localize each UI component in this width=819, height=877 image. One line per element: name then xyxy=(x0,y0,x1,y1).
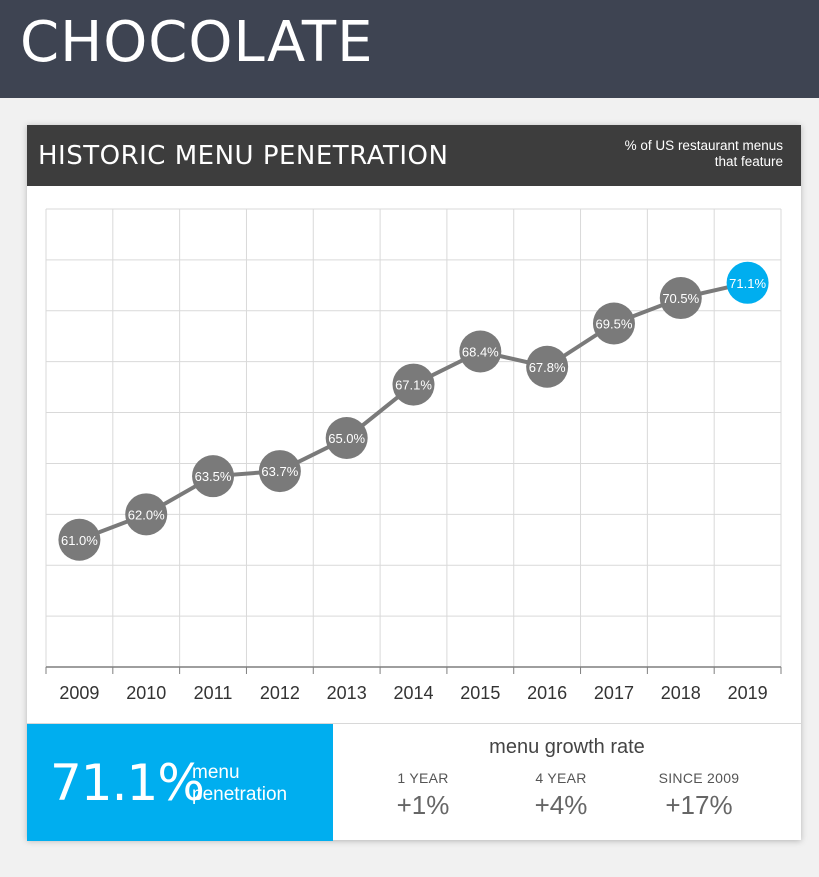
growth-value: +4% xyxy=(534,790,588,820)
top-banner: CHOCOLATE xyxy=(0,0,819,98)
x-tick-label: 2018 xyxy=(661,683,701,703)
growth-label: 4 YEAR xyxy=(535,770,587,786)
data-label: 63.7% xyxy=(261,464,298,479)
data-label: 70.5% xyxy=(662,291,699,306)
data-label: 67.1% xyxy=(395,378,432,393)
data-point xyxy=(459,330,502,373)
data-label: 65.0% xyxy=(328,431,365,446)
penetration-value: 71.1% xyxy=(50,754,205,812)
growth-value: +1% xyxy=(396,790,450,820)
chart-title: HISTORIC MENU PENETRATION xyxy=(38,141,449,171)
x-tick-label: 2011 xyxy=(194,683,233,703)
growth-since-2009: SINCE 2009 +17% xyxy=(629,770,769,821)
growth-title: menu growth rate xyxy=(489,736,645,758)
page-title: CHOCOLATE xyxy=(20,10,374,75)
data-label: 69.5% xyxy=(596,317,633,332)
x-tick-label: 2010 xyxy=(126,683,166,703)
penetration-box: 71.1% menu penetration xyxy=(27,724,333,841)
penetration-label-line2: penetration xyxy=(192,784,288,805)
data-label: 68.4% xyxy=(462,344,499,359)
data-point xyxy=(592,302,635,345)
penetration-label-line1: menu xyxy=(192,762,240,783)
growth-rate-panel: menu growth rate 1 YEAR +1% 4 YEAR +4% S… xyxy=(333,724,801,841)
data-label: 71.1% xyxy=(729,276,766,291)
growth-4-year: 4 YEAR +4% xyxy=(491,770,631,821)
data-label: 63.5% xyxy=(195,469,232,484)
growth-1-year: 1 YEAR +1% xyxy=(353,770,493,821)
chart-note-line2: that feature xyxy=(714,154,783,169)
card-header: HISTORIC MENU PENETRATION % of US restau… xyxy=(27,125,801,186)
penetration-label: menu penetration xyxy=(192,762,287,806)
data-label: 62.0% xyxy=(128,507,165,522)
x-tick-label: 2019 xyxy=(728,683,768,703)
growth-label: 1 YEAR xyxy=(397,770,449,786)
x-tick-label: 2013 xyxy=(327,683,367,703)
growth-value: +17% xyxy=(665,790,733,820)
x-tick-label: 2012 xyxy=(260,683,300,703)
data-point xyxy=(526,345,569,388)
chart-card: HISTORIC MENU PENETRATION % of US restau… xyxy=(27,125,801,841)
chart-note-line1: % of US restaurant menus xyxy=(624,138,783,153)
data-point-highlight xyxy=(726,261,769,304)
x-tick-label: 2017 xyxy=(594,683,634,703)
chart-area: 61.0% 62.0% 63.5% 63.7% 65.0% 67.1% 68.4% 67.8%… xyxy=(27,186,801,786)
growth-label: SINCE 2009 xyxy=(658,770,740,786)
x-tick-label: 2016 xyxy=(527,683,567,703)
line-chart: 61.0% 62.0% 63.5% 63.7% 65.0% 67.1% 68.4% 67.8%… xyxy=(45,208,782,703)
data-point xyxy=(659,277,702,320)
chart-note: % of US restaurant menus that feature xyxy=(553,138,783,170)
x-tick-label: 2009 xyxy=(59,683,99,703)
summary-strip: 71.1% menu penetration menu growth rate … xyxy=(27,723,801,841)
data-point xyxy=(258,450,301,493)
data-point xyxy=(392,363,435,406)
data-point xyxy=(192,455,235,498)
data-label: 61.0% xyxy=(61,533,98,548)
data-label: 67.8% xyxy=(529,360,566,375)
data-point xyxy=(325,417,368,459)
data-point xyxy=(125,493,168,536)
data-point xyxy=(58,518,101,561)
x-tick-label: 2015 xyxy=(460,683,500,703)
x-tick-label: 2014 xyxy=(393,683,433,703)
